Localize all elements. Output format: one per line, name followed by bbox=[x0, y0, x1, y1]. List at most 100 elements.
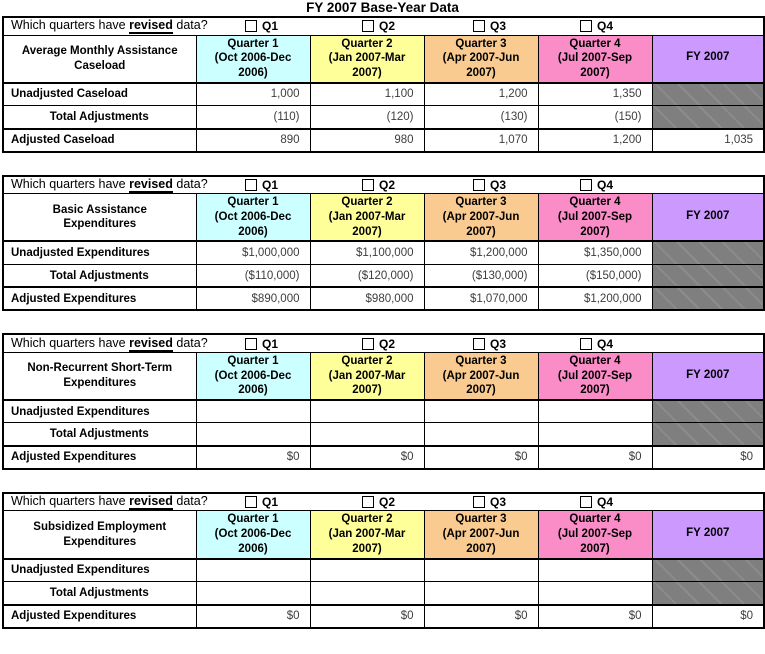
checkbox-q1-icon[interactable] bbox=[245, 496, 257, 509]
value-cell[interactable]: $0 bbox=[195, 444, 311, 470]
value-cell[interactable]: $0 bbox=[309, 603, 425, 629]
value-cell[interactable]: ($130,000) bbox=[423, 263, 539, 288]
value-cell[interactable] bbox=[309, 581, 425, 606]
value-cell[interactable]: $1,000,000 bbox=[195, 240, 311, 265]
value-cell[interactable]: $1,200,000 bbox=[423, 240, 539, 265]
header-row: Basic Assistance Expenditures Quarter 1 (O… bbox=[2, 193, 765, 243]
checkbox-q3-icon[interactable] bbox=[473, 337, 485, 350]
quarter-title: Quarter 1 bbox=[227, 196, 279, 209]
header-row: Non-Recurrent Short-Term Expenditures Qua… bbox=[2, 351, 765, 401]
checkbox-q2-icon[interactable] bbox=[362, 337, 374, 350]
value-cell[interactable] bbox=[195, 399, 311, 424]
fy-blocked-cell bbox=[651, 286, 765, 311]
quarter-title: Quarter 3 bbox=[455, 354, 507, 367]
quarter-header-cell: Quarter 2 (Jan 2007-Mar 2007) bbox=[309, 34, 425, 84]
fy-total-cell: 1,035 bbox=[651, 127, 765, 153]
value-cell[interactable] bbox=[537, 581, 653, 606]
value-cell[interactable]: $1,350,000 bbox=[537, 240, 653, 265]
value-cell[interactable] bbox=[423, 422, 539, 447]
value-cell[interactable]: $0 bbox=[195, 603, 311, 629]
value-cell[interactable] bbox=[195, 558, 311, 583]
checkbox-q3-icon[interactable] bbox=[473, 178, 485, 191]
checkbox-q3-icon[interactable] bbox=[473, 496, 485, 509]
checkbox-label: Q3 bbox=[490, 495, 507, 510]
value-cell[interactable]: ($110,000) bbox=[195, 263, 311, 288]
value-cell[interactable] bbox=[537, 558, 653, 583]
quarter-title: Quarter 1 bbox=[227, 354, 279, 367]
value-cell[interactable]: 1,000 bbox=[195, 82, 311, 107]
value-cell[interactable] bbox=[423, 581, 539, 606]
checkbox-q4-icon[interactable] bbox=[580, 337, 592, 350]
checkbox-label: Q4 bbox=[597, 495, 614, 510]
quarter-header-cell: Quarter 1 (Oct 2006-Dec 2006) bbox=[195, 193, 311, 243]
checkbox-q4-icon[interactable] bbox=[580, 178, 592, 191]
value-cell[interactable]: $1,100,000 bbox=[309, 240, 425, 265]
value-cell[interactable]: 980 bbox=[309, 127, 425, 153]
checkbox-q2-icon[interactable] bbox=[362, 178, 374, 191]
quarter-checkbox-group: Q2 bbox=[362, 19, 395, 33]
value-cell[interactable] bbox=[309, 399, 425, 424]
table-title-cell: Subsidized Employment Expenditures bbox=[2, 510, 197, 560]
value-cell[interactable] bbox=[309, 422, 425, 447]
checkbox-q1-icon[interactable] bbox=[245, 178, 257, 191]
quarter-checkbox-group: Q3 bbox=[473, 495, 506, 509]
value-cell[interactable] bbox=[309, 558, 425, 583]
data-row: Total Adjustments ($110,000) ($120,000) ($1… bbox=[2, 263, 765, 288]
value-cell[interactable]: 1,200 bbox=[537, 127, 653, 153]
quarter-header-cell: Quarter 4 (Jul 2007-Sep 2007) bbox=[537, 34, 653, 84]
fy-header-label: FY 2007 bbox=[686, 527, 730, 540]
revised-question-cell: Which quarters have revised data? Q1 Q2 Q3 Q… bbox=[2, 492, 765, 512]
value-cell[interactable]: 1,350 bbox=[537, 82, 653, 107]
value-cell[interactable]: $0 bbox=[309, 444, 425, 470]
value-cell[interactable]: ($150,000) bbox=[537, 263, 653, 288]
value-cell[interactable]: (150) bbox=[537, 105, 653, 130]
value-cell[interactable]: $890,000 bbox=[195, 286, 311, 311]
value-cell[interactable]: $980,000 bbox=[309, 286, 425, 311]
checkbox-q3-icon[interactable] bbox=[473, 20, 485, 33]
value-cell[interactable] bbox=[423, 399, 539, 424]
checkbox-q1-icon[interactable] bbox=[245, 20, 257, 33]
quarter-checkbox-group: Q4 bbox=[580, 495, 613, 509]
value-cell[interactable]: $0 bbox=[537, 444, 653, 470]
fy-header-label: FY 2007 bbox=[686, 368, 730, 381]
quarter-title: Quarter 2 bbox=[341, 196, 393, 209]
value-cell[interactable]: $0 bbox=[423, 603, 539, 629]
value-cell[interactable] bbox=[195, 422, 311, 447]
fy-header-cell: FY 2007 bbox=[651, 351, 765, 401]
value-cell[interactable]: 1,070 bbox=[423, 127, 539, 153]
quarter-header-cell: Quarter 4 (Jul 2007-Sep 2007) bbox=[537, 351, 653, 401]
question-prefix: Which quarters have bbox=[11, 494, 130, 509]
row-label: Unadjusted Expenditures bbox=[2, 240, 197, 265]
value-cell[interactable] bbox=[537, 422, 653, 447]
data-row: Adjusted Expenditures $0 $0 $0 $0 $0 bbox=[2, 444, 765, 470]
checkbox-q4-icon[interactable] bbox=[580, 496, 592, 509]
value-cell[interactable]: $0 bbox=[537, 603, 653, 629]
checkbox-q1-icon[interactable] bbox=[245, 337, 257, 350]
value-cell[interactable] bbox=[423, 558, 539, 583]
value-cell[interactable]: $1,070,000 bbox=[423, 286, 539, 311]
checkbox-q4-icon[interactable] bbox=[580, 20, 592, 33]
quarter-header-cell: Quarter 4 (Jul 2007-Sep 2007) bbox=[537, 193, 653, 243]
value-cell[interactable]: (110) bbox=[195, 105, 311, 130]
checkbox-q2-icon[interactable] bbox=[362, 496, 374, 509]
value-cell[interactable]: (130) bbox=[423, 105, 539, 130]
revised-question-row: Which quarters have revised data? Q1 Q2 Q3 Q… bbox=[2, 333, 765, 353]
value-cell[interactable]: (120) bbox=[309, 105, 425, 130]
checkbox-q2-icon[interactable] bbox=[362, 20, 374, 33]
question-prefix: Which quarters have bbox=[11, 18, 130, 33]
data-row: Adjusted Expenditures $890,000 $980,000 $1,… bbox=[2, 286, 765, 311]
value-cell[interactable]: 1,100 bbox=[309, 82, 425, 107]
value-cell[interactable]: ($120,000) bbox=[309, 263, 425, 288]
quarter-checkbox-group: Q1 bbox=[245, 495, 278, 509]
fy-blocked-cell bbox=[651, 581, 765, 606]
value-cell[interactable]: 1,200 bbox=[423, 82, 539, 107]
revised-question-row: Which quarters have revised data? Q1 Q2 Q3 Q… bbox=[2, 175, 765, 195]
quarter-header-cell: Quarter 1 (Oct 2006-Dec 2006) bbox=[195, 510, 311, 560]
fy-blocked-cell bbox=[651, 558, 765, 583]
value-cell[interactable] bbox=[537, 399, 653, 424]
quarter-header-cell: Quarter 1 (Oct 2006-Dec 2006) bbox=[195, 34, 311, 84]
value-cell[interactable]: 890 bbox=[195, 127, 311, 153]
value-cell[interactable]: $0 bbox=[423, 444, 539, 470]
value-cell[interactable]: $1,200,000 bbox=[537, 286, 653, 311]
value-cell[interactable] bbox=[195, 581, 311, 606]
